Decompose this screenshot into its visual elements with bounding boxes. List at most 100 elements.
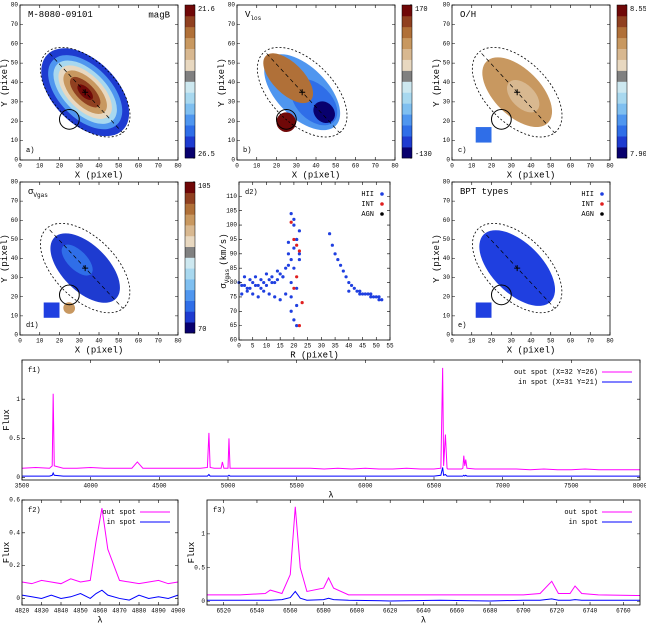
major-axis — [266, 53, 340, 134]
y-tick-label: 50 — [11, 236, 19, 243]
scatter-point — [281, 275, 285, 279]
x-tick-label: 70 — [372, 163, 380, 170]
scatter-point — [328, 232, 332, 236]
scatter-point — [242, 283, 247, 288]
scatter-point — [355, 289, 359, 293]
y-tick-label: 60 — [11, 40, 19, 47]
y-tick-label: 40 — [228, 79, 236, 86]
scatter-point — [242, 275, 247, 279]
colorbar-cell — [402, 26, 412, 39]
scatter-point — [374, 295, 378, 299]
y-axis-label: Y (pixel) — [432, 58, 442, 107]
y-axis-label-unit: (km/s) — [219, 233, 229, 265]
scatter-point — [295, 243, 299, 247]
x-tick-label: 40 — [95, 163, 103, 170]
y-tick-label: 80 — [11, 179, 19, 186]
scatter-point — [347, 289, 351, 293]
scatter-point — [289, 220, 293, 224]
colorbar-cell — [185, 5, 195, 17]
panel-title: O/H — [460, 10, 476, 20]
scatter-point — [297, 257, 301, 262]
y-tick-label: 110 — [226, 193, 237, 200]
colorbar-cell — [185, 48, 195, 60]
spot-circle — [491, 108, 512, 130]
scatter-point — [333, 252, 337, 256]
x-tick-label: 6740 — [583, 608, 598, 615]
x-axis-label: X (pixel) — [507, 170, 556, 180]
x-tick-label: 40 — [345, 343, 353, 350]
x-tick-label: 6640 — [416, 608, 431, 615]
y-tick-label: 30 — [11, 98, 19, 105]
colorbar-cell — [402, 5, 412, 17]
major-axis — [49, 53, 123, 134]
x-tick-label: 50 — [547, 338, 555, 345]
colorbar-cell — [185, 289, 195, 301]
legend-label: in spot (X=31 Y=21) — [518, 379, 598, 387]
y-axis-label-text: Flux — [2, 542, 12, 564]
spot-circle — [59, 108, 80, 130]
x-axis-label: X (pixel) — [75, 170, 124, 180]
scatter-point — [253, 275, 258, 279]
spectrum-line — [22, 467, 640, 477]
x-tick-label: 4830 — [34, 608, 49, 615]
panel-label: f3) — [213, 507, 226, 515]
x-tick-label: 60 — [567, 338, 575, 345]
colorbar-cell — [185, 322, 195, 334]
map-region — [313, 101, 335, 124]
spectrum-line — [21, 508, 179, 585]
aperture-ellipse — [256, 46, 348, 138]
x-tick-label: 6500 — [427, 483, 442, 490]
map-region — [43, 302, 60, 318]
center-cross — [514, 89, 521, 96]
x-axis-label: X (pixel) — [507, 345, 556, 355]
panel: 105 70 0 10 20 30 40 50 60 70 80 0 10 20 30 40 50 60 70 80 X… — [0, 179, 210, 356]
spectrum-line — [21, 589, 179, 601]
y-tick-label: 0 — [16, 474, 20, 481]
legend-label: AGN — [581, 211, 594, 219]
x-tick-label: 80 — [606, 338, 614, 345]
scatter-point — [292, 246, 296, 250]
legend-label: in spot — [569, 519, 598, 527]
x-tick-label: 50 — [547, 163, 555, 170]
panel: 21.6 26.5 0 10 20 30 40 50 60 70 80 0 10 20 30 40 50 60 70… — [0, 2, 214, 181]
y-tick-label: 0.5 — [9, 435, 20, 442]
y-axis-label-text: Flux — [187, 542, 197, 564]
spectrum-line — [207, 506, 641, 597]
x-tick-label: 15 — [277, 343, 285, 350]
y-tick-label: 50 — [228, 60, 236, 67]
x-tick-label: 30 — [508, 338, 516, 345]
y-tick-label: 60 — [11, 217, 19, 224]
scatter-point — [297, 324, 301, 328]
x-tick-label: 0 — [450, 163, 454, 170]
scatter-point — [248, 278, 252, 282]
x-tick-label: 4820 — [15, 608, 30, 615]
x-tick-label: 70 — [155, 163, 163, 170]
scatter-point — [347, 280, 351, 285]
x-tick-label: 25 — [304, 343, 312, 350]
panel-title: M-8080-09101 — [28, 10, 93, 20]
major-axis — [481, 53, 555, 134]
y-tick-label: 30 — [443, 98, 451, 105]
y-tick-label: 70 — [443, 198, 451, 205]
scatter-point — [289, 212, 293, 216]
scatter-point — [292, 318, 296, 322]
scatter-point — [295, 237, 299, 242]
x-tick-label: 10 — [468, 338, 476, 345]
colorbar-cell — [185, 103, 195, 115]
x-tick-label: 80 — [174, 163, 182, 170]
y-axis-label-text: Y (pixel) — [217, 58, 227, 107]
y-tick-label: 50 — [443, 60, 451, 67]
x-tick-label: 10 — [36, 163, 44, 170]
x-tick-label: 10 — [36, 338, 44, 345]
y-axis-label: Y (pixel) — [217, 58, 227, 107]
y-tick-label: 0.2 — [9, 562, 20, 569]
x-axis-label: X (pixel) — [292, 170, 341, 180]
y-tick-label: 0 — [16, 595, 20, 602]
x-tick-label: 0 — [235, 163, 239, 170]
scatter-point — [273, 280, 277, 285]
x-tick-label: 10 — [253, 163, 261, 170]
y-tick-label: 0 — [446, 332, 450, 339]
colorbar-cell — [185, 225, 195, 237]
panel: 8.55 7.90 0 10 20 30 40 50 60 70 80 0 10 20 30 40 50 60 70… — [432, 2, 646, 181]
